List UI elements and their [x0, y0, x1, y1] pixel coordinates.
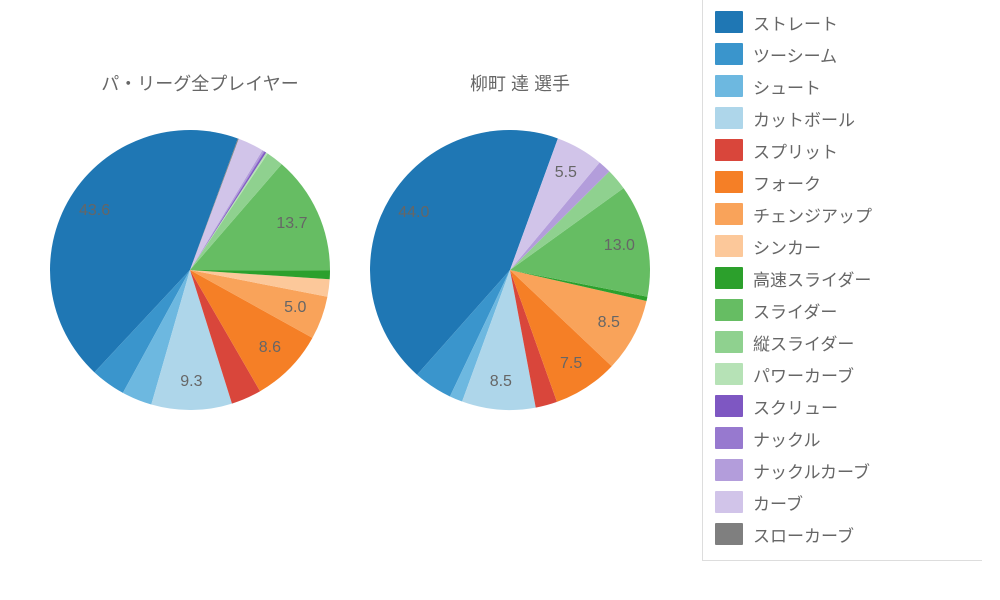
legend-swatch: [715, 75, 743, 97]
legend-swatch: [715, 203, 743, 225]
pie-title-1: 柳町 達 選手: [380, 70, 660, 96]
legend-swatch: [715, 43, 743, 65]
legend-item: 高速スライダー: [715, 262, 972, 294]
legend-swatch: [715, 427, 743, 449]
legend-label: 高速スライダー: [753, 266, 871, 291]
legend-swatch: [715, 171, 743, 193]
legend-swatch: [715, 395, 743, 417]
legend-item: シンカー: [715, 230, 972, 262]
legend-label: シュート: [753, 74, 821, 99]
legend-label: スローカーブ: [753, 522, 854, 547]
pie-chart-0: 43.69.38.65.013.7: [40, 120, 340, 420]
legend-swatch: [715, 267, 743, 289]
legend-label: スプリット: [753, 138, 838, 163]
legend-label: シンカー: [753, 234, 821, 259]
legend-item: ツーシーム: [715, 38, 972, 70]
legend-item: フォーク: [715, 166, 972, 198]
pie-title-0: パ・リーグ全プレイヤー: [60, 70, 340, 96]
legend-label: カットボール: [753, 106, 855, 131]
legend-label: フォーク: [753, 170, 821, 195]
legend-label: スクリュー: [753, 394, 838, 419]
legend-label: カーブ: [753, 490, 803, 515]
legend-item: パワーカーブ: [715, 358, 972, 390]
pie-chart-1: 44.08.57.58.513.05.5: [360, 120, 660, 420]
legend: ストレートツーシームシュートカットボールスプリットフォークチェンジアップシンカー…: [702, 0, 982, 561]
legend-label: ツーシーム: [753, 42, 837, 67]
legend-item: カットボール: [715, 102, 972, 134]
legend-item: スプリット: [715, 134, 972, 166]
legend-item: チェンジアップ: [715, 198, 972, 230]
legend-label: ナックルカーブ: [753, 458, 870, 483]
legend-swatch: [715, 11, 743, 33]
legend-item: 縦スライダー: [715, 326, 972, 358]
legend-item: ストレート: [715, 6, 972, 38]
legend-item: ナックル: [715, 422, 972, 454]
legend-item: ナックルカーブ: [715, 454, 972, 486]
legend-item: スクリュー: [715, 390, 972, 422]
legend-label: スライダー: [753, 298, 837, 323]
legend-item: シュート: [715, 70, 972, 102]
legend-swatch: [715, 459, 743, 481]
legend-swatch: [715, 235, 743, 257]
legend-label: ストレート: [753, 10, 838, 35]
legend-label: チェンジアップ: [753, 202, 872, 227]
legend-item: スローカーブ: [715, 518, 972, 550]
legend-swatch: [715, 107, 743, 129]
legend-item: カーブ: [715, 486, 972, 518]
legend-item: スライダー: [715, 294, 972, 326]
legend-swatch: [715, 299, 743, 321]
legend-swatch: [715, 491, 743, 513]
legend-swatch: [715, 523, 743, 545]
legend-swatch: [715, 139, 743, 161]
legend-label: 縦スライダー: [753, 330, 854, 355]
legend-swatch: [715, 363, 743, 385]
legend-swatch: [715, 331, 743, 353]
legend-label: ナックル: [753, 426, 821, 451]
chart-stage: { "background_color": "#ffffff", "text_c…: [0, 0, 1000, 600]
legend-label: パワーカーブ: [753, 362, 854, 387]
